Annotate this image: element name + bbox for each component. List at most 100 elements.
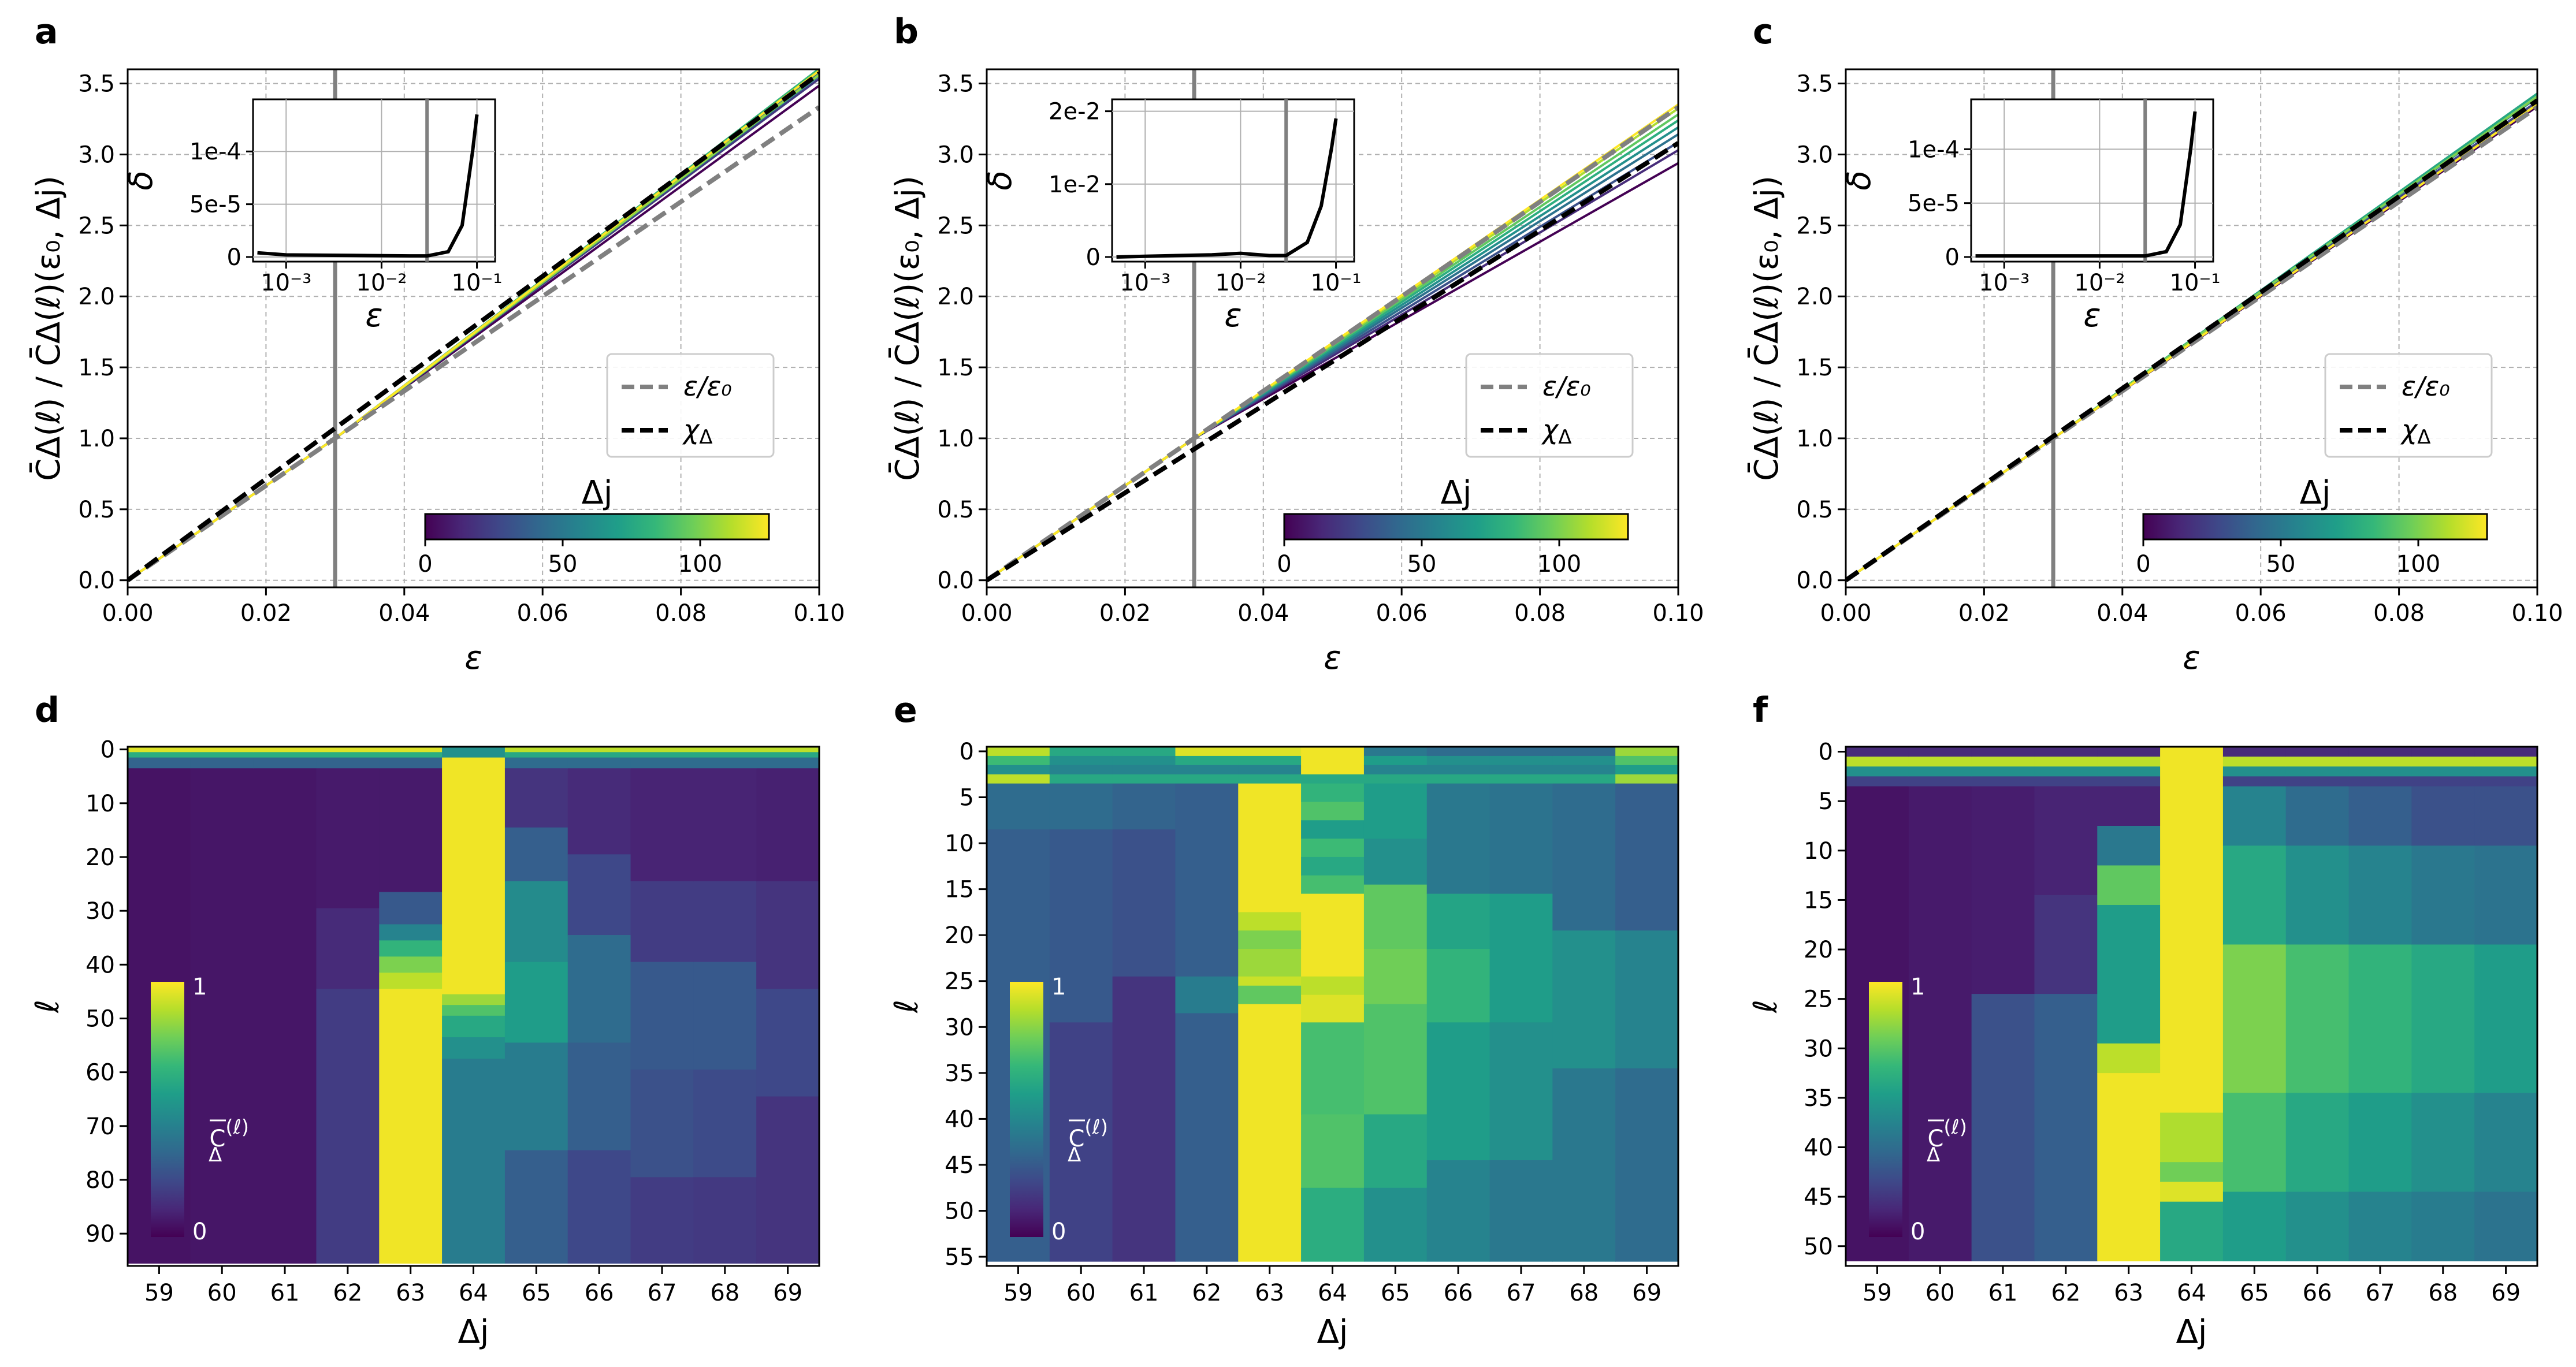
- y-tick-label: 0.0: [937, 568, 974, 594]
- x-tick-label: 0.08: [655, 600, 707, 627]
- heatmap-cell: [1112, 829, 1176, 977]
- heatmap-cell: [1049, 774, 1113, 784]
- heatmap-cell: [567, 854, 631, 936]
- heatmap-cell: [1301, 1022, 1365, 1115]
- heatmap-cell: [1238, 747, 1302, 757]
- heatmap-cell: [128, 757, 191, 769]
- x-tick-label: 0.00: [1820, 600, 1871, 627]
- x-tick-label: 61: [1988, 1280, 2018, 1306]
- heatmap-cell: [1238, 985, 1302, 1005]
- heatmap-cell: [2034, 747, 2098, 757]
- heatmap-cell: [379, 892, 443, 925]
- heatmap-cell: [2097, 757, 2161, 767]
- x-tick-label: 0.10: [793, 600, 845, 627]
- heatmap-cell: [1846, 776, 1909, 787]
- heatmap-cell: [1175, 774, 1239, 784]
- colorbar-tick-label: 0: [2136, 551, 2150, 578]
- inset-y-tick-label: 1e-4: [1908, 136, 1960, 163]
- heatmap-cell: [2474, 747, 2538, 757]
- heatmap-cell: [693, 962, 757, 1070]
- heatmap-cell: [1301, 747, 1365, 775]
- y-tick-label: 1.0: [937, 426, 974, 452]
- y-tick-label: 50: [86, 1005, 115, 1032]
- heatmap-cell: [1238, 774, 1302, 784]
- heatmap-cell: [504, 881, 568, 963]
- heatmap-cell: [2474, 1191, 2538, 1262]
- heatmap-cell: [756, 1096, 820, 1264]
- heatmap-cell: [2348, 766, 2412, 777]
- inset: 10⁻³ 10⁻² 10⁻¹ 0 5e-5 1e-4 ε δ: [122, 98, 503, 334]
- heatmap-cell: [630, 1177, 694, 1264]
- heatmap-cell: [2285, 766, 2350, 777]
- heatmap-cell: [567, 1042, 631, 1151]
- heatmap-cell: [2034, 776, 2098, 787]
- colorbar-title: Δj: [2300, 474, 2331, 512]
- x-tick-label: 63: [1255, 1280, 1284, 1306]
- plot-area: [987, 69, 1678, 587]
- heatmap-cell: [2034, 766, 2098, 777]
- heatmap-cell: [987, 783, 1050, 830]
- heatmap-cell: [442, 1059, 505, 1264]
- inset-x-tick-label: 10⁻³: [261, 270, 311, 296]
- x-axis-label: Δj: [458, 1313, 489, 1351]
- heatmap-cell: [1112, 747, 1176, 757]
- inset-y-label: δ: [122, 170, 160, 190]
- heatmap-cell: [316, 908, 380, 989]
- heatmap-cell: [1238, 949, 1302, 977]
- heatmap-cell: [2034, 994, 2098, 1262]
- heatmap-cell: [2474, 845, 2538, 945]
- panel-e: e59 60 61 62 63 64 65 66 67 68 6905101520253035404…: [888, 690, 1679, 1351]
- heatmap-cell: [693, 1177, 757, 1264]
- heatmap-cell: [1363, 747, 1428, 757]
- x-tick-label: 64: [2177, 1280, 2206, 1306]
- heatmap-cell: [2097, 747, 2161, 757]
- heatmap-cell: [1846, 747, 1909, 757]
- heatmap-cell: [253, 757, 317, 769]
- inset-x-label: ε: [1224, 297, 1241, 334]
- x-tick-label: 61: [270, 1280, 300, 1306]
- inset-y-tick-label: 0: [227, 244, 241, 271]
- heatmap-cell: [1363, 765, 1428, 775]
- y-tick-label: 20: [86, 844, 115, 871]
- y-tick-label: 15: [945, 877, 974, 903]
- heatmap-cell: [1363, 755, 1428, 766]
- heatmap-cell: [316, 752, 380, 758]
- heatmap-cell: [2285, 944, 2350, 1093]
- heatmap-cell: [2097, 786, 2161, 826]
- inset-y-tick-label: 1e-2: [1049, 172, 1101, 198]
- heatmap-cell: [2348, 747, 2412, 757]
- heatmap-cell: [2222, 944, 2287, 1093]
- heatmap-cell: [693, 768, 757, 882]
- heatmap-cell: [379, 747, 443, 753]
- heatmap-cell: [2160, 766, 2224, 1113]
- heatmap-cell: [987, 765, 1050, 775]
- heatmap-cell: [442, 1005, 505, 1016]
- x-tick-label: 0.00: [102, 600, 153, 627]
- colorbar-max-label: 1: [192, 974, 207, 1000]
- legend: ε/ε₀ χΔ: [606, 353, 775, 458]
- heatmap-cell: [756, 768, 820, 882]
- heatmap-cell: [1552, 1068, 1616, 1262]
- x-tick-label: 62: [333, 1280, 362, 1306]
- heatmap-cell: [2285, 747, 2350, 757]
- heatmap-cell: [1552, 783, 1616, 931]
- heatmap-cell: [1238, 976, 1302, 986]
- x-axis-label: ε: [1324, 639, 1341, 677]
- chi-line: [987, 141, 1678, 583]
- heatmap-cell: [1112, 783, 1176, 830]
- heatmap-cell: [1971, 766, 2035, 777]
- x-tick-label: 67: [2366, 1280, 2395, 1306]
- x-axis-label: ε: [464, 639, 482, 677]
- heatmap-cell: [1489, 765, 1553, 775]
- heatmap-cell: [1112, 765, 1176, 775]
- heatmap-cell: [316, 757, 380, 769]
- x-axis-label: Δj: [1317, 1313, 1348, 1351]
- panel-d: d59 60 61 62 63 64 65 66 67 68 6901020304050607080…: [29, 690, 820, 1351]
- heatmap-cell: [2034, 895, 2098, 994]
- heatmap-cell: [504, 752, 568, 758]
- heatmap-cell: [1908, 766, 1972, 777]
- heatmap-cell: [1363, 839, 1428, 885]
- inset-x-tick-label: 10⁻¹: [452, 270, 503, 296]
- heatmap-cell: [1049, 1022, 1113, 1262]
- inset-x-tick-label: 10⁻²: [356, 270, 407, 296]
